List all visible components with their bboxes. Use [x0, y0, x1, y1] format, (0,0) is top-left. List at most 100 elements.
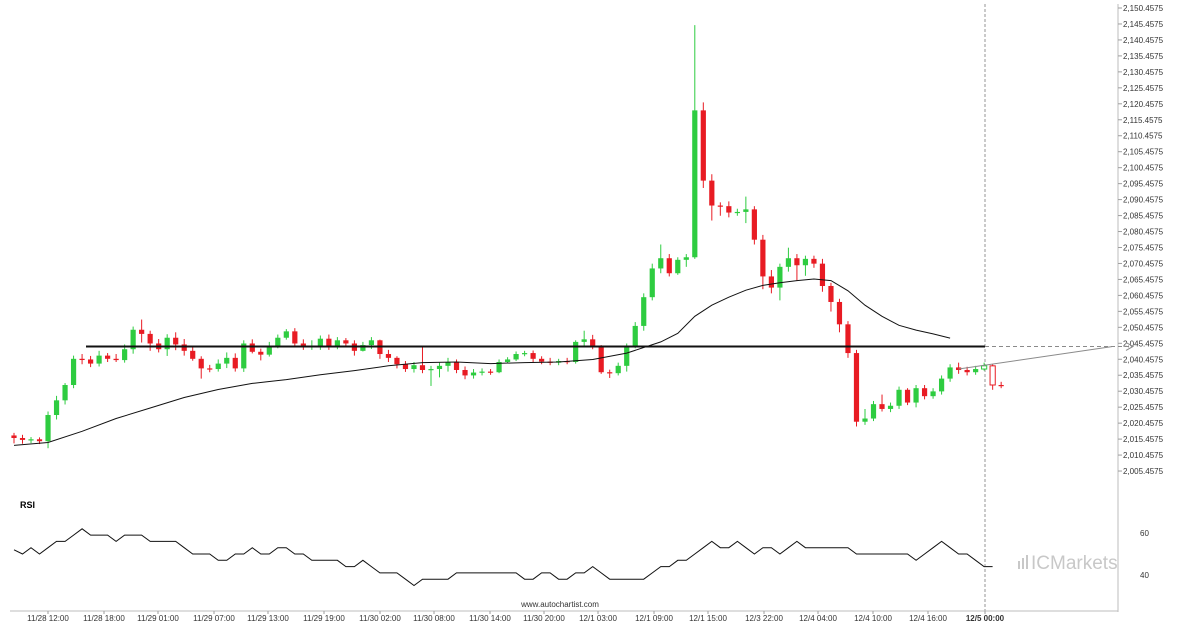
candle-down	[487, 371, 494, 373]
candle-up	[275, 337, 281, 347]
candle-down	[539, 358, 545, 362]
candle-up	[96, 355, 102, 364]
candle-up	[411, 365, 417, 370]
price-tick-label: 2,070.4575	[1123, 259, 1164, 268]
time-tick-label: 11/29 01:00	[137, 614, 179, 623]
candle-down	[419, 365, 426, 370]
candle-down	[79, 358, 85, 361]
candle-down	[998, 384, 1004, 387]
candle-up	[692, 110, 698, 258]
candle-down	[394, 357, 400, 365]
price-tick-label: 2,140.4575	[1123, 36, 1164, 45]
candle-up	[436, 365, 443, 370]
candle-up	[283, 331, 289, 338]
candle-down	[828, 286, 834, 302]
candle-up	[317, 338, 323, 347]
candle-up	[130, 329, 136, 350]
candle-up	[241, 343, 247, 369]
time-tick-label: 11/30 02:00	[359, 614, 401, 623]
candle-up	[573, 341, 579, 363]
price-tick-label: 2,135.4575	[1123, 52, 1164, 61]
price-tick-label: 2,085.4575	[1123, 212, 1164, 221]
candle-up	[743, 209, 749, 212]
time-tick-label: 11/30 20:00	[523, 614, 565, 623]
candle-down	[147, 333, 153, 344]
brand-logo: ICMarkets	[1018, 553, 1118, 574]
candle-up	[470, 372, 477, 376]
price-tick-label: 2,075.4575	[1123, 244, 1164, 253]
price-tick-label: 2,095.4575	[1123, 180, 1164, 189]
price-tick-label: 2,010.4575	[1123, 451, 1164, 460]
watermark-text: www.autochartist.com	[520, 600, 599, 609]
candle-up	[62, 384, 68, 401]
rsi-tick-label: 60	[1140, 529, 1149, 538]
price-tick-label: 2,105.4575	[1123, 148, 1164, 157]
candle-up	[785, 258, 792, 267]
price-tick-label: 2,045.4575	[1123, 339, 1164, 348]
candle-up	[777, 266, 783, 288]
candle-up	[641, 297, 647, 326]
candle-up	[479, 371, 485, 373]
price-tick-label: 2,130.4575	[1123, 68, 1164, 77]
candle-down	[198, 358, 204, 369]
candle-up	[504, 359, 511, 363]
candle-down	[11, 435, 17, 439]
candle-down	[709, 180, 715, 206]
price-tick-label: 2,020.4575	[1123, 419, 1164, 428]
candle-up	[802, 258, 809, 266]
candle-down	[811, 258, 817, 264]
price-tick-label: 2,015.4575	[1123, 435, 1164, 444]
candle-up	[981, 365, 988, 370]
candle-up	[496, 362, 502, 373]
candle-up	[266, 346, 272, 355]
time-tick-label: 12/5 00:00	[966, 614, 1005, 623]
candle-down	[113, 358, 119, 361]
candle-up	[734, 211, 740, 214]
candle-up	[513, 354, 519, 360]
price-tick-label: 2,065.4575	[1123, 275, 1164, 284]
candle-down	[921, 388, 928, 397]
candle-up	[215, 363, 221, 370]
candle-down	[904, 389, 911, 403]
candle-up	[70, 358, 77, 385]
candle-down	[666, 258, 672, 274]
candle-up	[649, 268, 655, 298]
moving-average-line	[13, 278, 951, 446]
candle-down	[794, 258, 800, 266]
candle-up	[122, 349, 128, 361]
candle-up	[224, 357, 230, 364]
time-tick-label: 11/29 13:00	[247, 614, 289, 623]
candle-down	[598, 346, 604, 373]
candle-up	[360, 345, 366, 351]
candle-down	[845, 324, 851, 354]
price-tick-label: 2,060.4575	[1123, 291, 1164, 300]
candle-up	[164, 337, 170, 350]
candle-down	[343, 340, 349, 344]
candle-down	[181, 344, 187, 351]
candle-down	[292, 331, 298, 344]
price-tick-label: 2,125.4575	[1123, 84, 1164, 93]
candle-up	[862, 418, 868, 422]
trend-line	[958, 346, 1112, 370]
candle-up	[930, 391, 936, 397]
candle-up	[938, 378, 945, 392]
time-tick-label: 12/1 03:00	[579, 614, 617, 623]
candle-down	[760, 239, 766, 277]
price-tick-label: 2,050.4575	[1123, 323, 1164, 332]
rsi-line	[13, 528, 993, 587]
candle-up	[334, 340, 340, 347]
candle-down	[258, 351, 264, 355]
candle-down	[879, 404, 885, 409]
candle-up	[445, 362, 451, 366]
candle-down	[19, 438, 26, 440]
rsi-title: RSI	[20, 500, 35, 510]
candle-down	[139, 329, 145, 334]
candle-up	[887, 405, 894, 409]
time-tick-label: 12/3 22:00	[745, 614, 783, 623]
candle-up	[896, 389, 902, 406]
time-tick-label: 11/30 08:00	[413, 614, 455, 623]
time-tick-label: 11/30 14:00	[469, 614, 511, 623]
candle-up	[624, 346, 630, 366]
price-tick-label: 2,055.4575	[1123, 307, 1164, 316]
